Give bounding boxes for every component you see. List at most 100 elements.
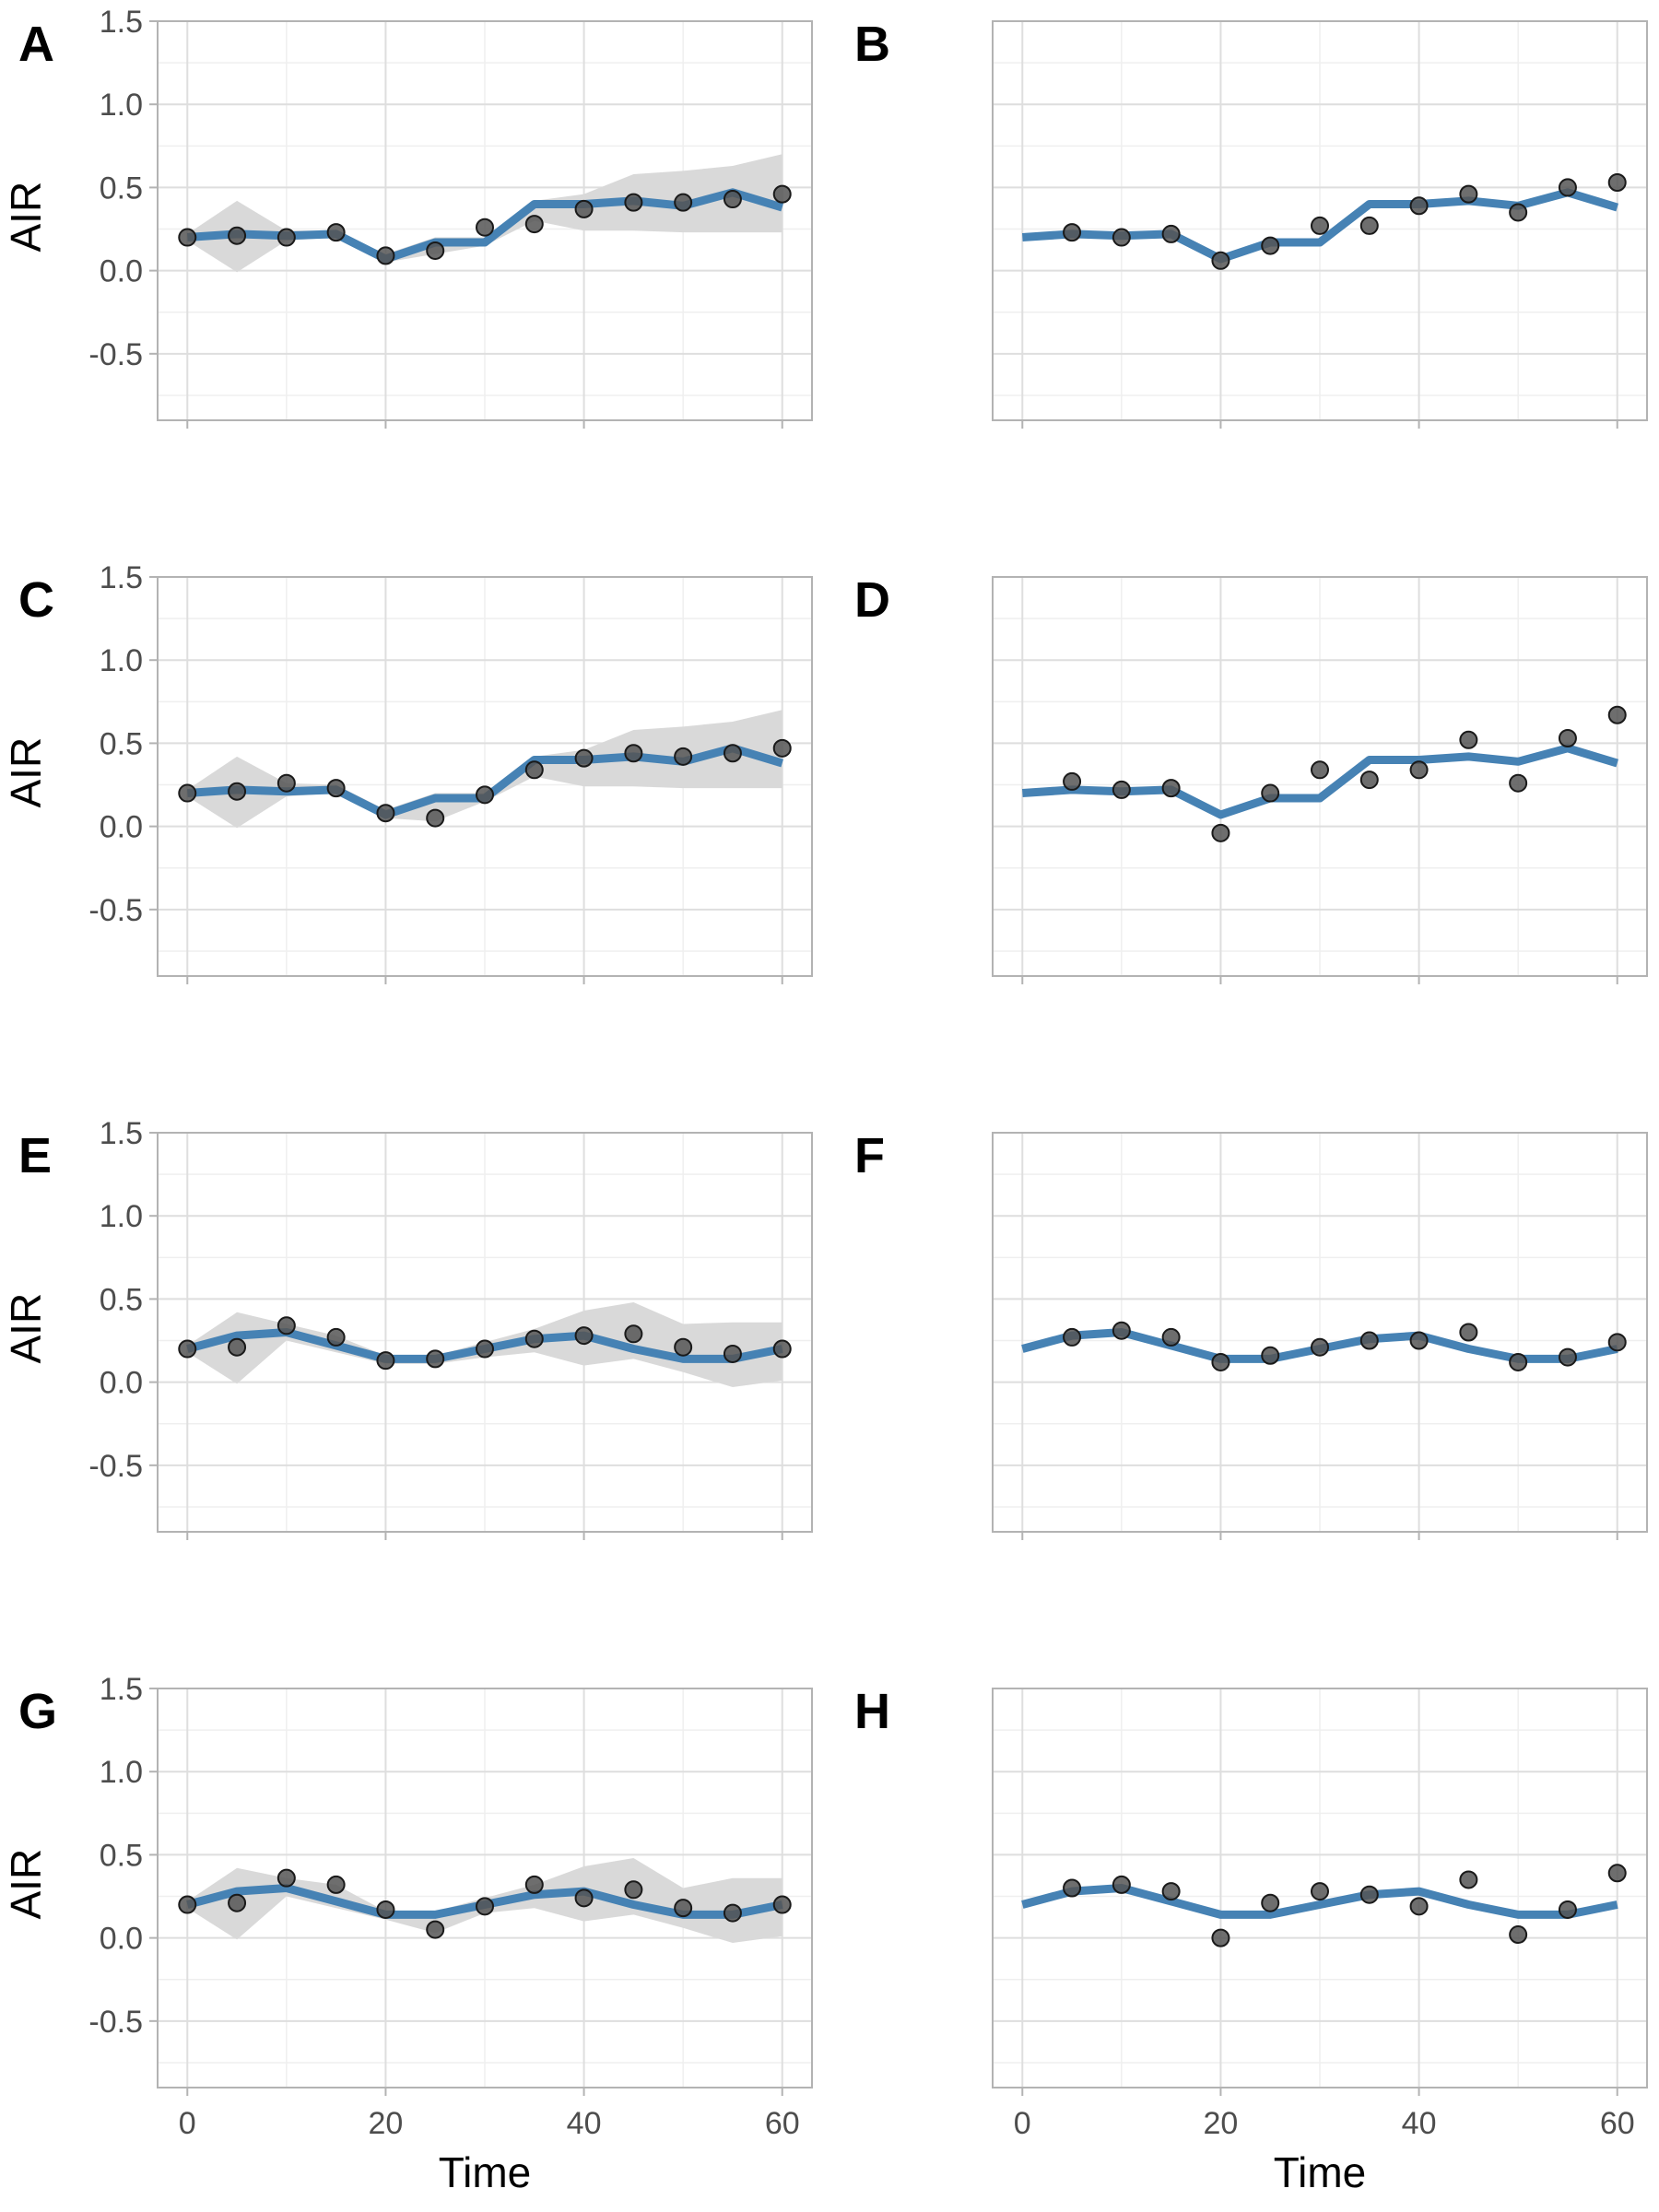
data-point — [1161, 1882, 1181, 1901]
data-point — [276, 773, 296, 793]
y-tick-label: 0.0 — [100, 254, 143, 289]
panel-h: H 0 20 40 60 Time — [854, 1684, 1648, 2196]
data-point — [574, 1888, 594, 1908]
y-tick-label: 1.5 — [100, 560, 143, 595]
data-point — [1409, 1331, 1429, 1350]
data-point — [624, 744, 643, 763]
panel-tag: E — [18, 1128, 52, 1183]
panel-tag: H — [854, 1684, 890, 1739]
data-point — [1063, 1878, 1082, 1898]
data-point — [723, 1344, 742, 1363]
confidence-ribbon — [187, 154, 782, 273]
data-point — [1359, 216, 1379, 235]
data-point — [1261, 1346, 1280, 1365]
data-point — [1558, 178, 1577, 197]
panel-border — [992, 20, 1648, 421]
panel-tag: C — [18, 572, 54, 628]
x-tick-label: 0 — [179, 2106, 196, 2141]
y-axis-title: AIR — [2, 737, 50, 808]
x-axis-title: Time — [1274, 2148, 1367, 2196]
data-point — [228, 1337, 247, 1357]
data-point — [524, 760, 544, 780]
data-point — [624, 193, 643, 212]
panel-c: -0.5 0.0 0.5 1.0 1.5 AIR C — [2, 560, 813, 984]
data-point — [276, 228, 296, 247]
data-point — [326, 223, 346, 242]
data-point — [574, 1326, 594, 1346]
data-point — [772, 1339, 792, 1359]
data-point — [1211, 823, 1230, 842]
y-tick-label: -0.5 — [88, 1449, 143, 1484]
panel-b: B — [854, 17, 1648, 429]
y-tick-label: -0.5 — [88, 2005, 143, 2040]
y-tick-label: 0.0 — [100, 1366, 143, 1401]
data-point — [228, 782, 247, 801]
data-point — [1112, 780, 1131, 799]
y-tick-label: 0.5 — [100, 1838, 143, 1873]
data-point — [476, 1897, 494, 1916]
panel-border — [157, 20, 813, 421]
data-point — [1112, 1321, 1131, 1340]
panel-tag: B — [854, 17, 890, 72]
data-point — [1161, 224, 1181, 243]
data-point — [1558, 1347, 1577, 1367]
x-axis-title: Time — [439, 2148, 532, 2196]
panel-tag: G — [18, 1684, 57, 1739]
data-point — [178, 783, 197, 803]
y-tick-label: 1.0 — [100, 88, 143, 123]
y-tick-label: 1.0 — [100, 643, 143, 678]
data-point — [1063, 771, 1082, 791]
y-tick-label: 0.0 — [100, 1922, 143, 1957]
data-point — [426, 1349, 445, 1369]
x-tick-label: 40 — [567, 2106, 602, 2141]
panel-border — [157, 576, 813, 977]
data-point — [228, 226, 247, 245]
data-point — [1459, 730, 1478, 749]
panel-d: D — [854, 572, 1648, 984]
data-point — [524, 215, 544, 234]
data-point — [1261, 1893, 1280, 1912]
data-point — [1409, 196, 1429, 216]
data-point — [772, 184, 792, 204]
x-tick-label: 60 — [1600, 2106, 1635, 2141]
data-point — [476, 1339, 494, 1359]
data-point — [276, 1868, 296, 1888]
y-tick-label: 0.5 — [100, 726, 143, 761]
data-point — [376, 1351, 395, 1371]
y-tick-label: 1.5 — [100, 1116, 143, 1151]
data-point — [1261, 783, 1280, 803]
data-point — [326, 1875, 346, 1894]
panel-tag: A — [18, 17, 54, 72]
data-point — [574, 748, 594, 768]
data-point — [1509, 773, 1528, 793]
panel-border — [992, 576, 1648, 977]
data-point — [178, 1339, 197, 1359]
data-point — [1607, 705, 1627, 724]
data-point — [326, 1327, 346, 1347]
data-point — [1211, 1928, 1230, 1947]
panel-e: -0.5 0.0 0.5 1.0 1.5 AIR E — [2, 1116, 813, 1540]
y-tick-label: 0.5 — [100, 1282, 143, 1317]
data-point — [1311, 216, 1329, 235]
confidence-ribbon — [187, 710, 782, 829]
data-point — [1211, 251, 1230, 270]
x-tick-label: 60 — [765, 2106, 800, 2141]
data-point — [426, 1920, 445, 1939]
data-point — [1409, 760, 1429, 780]
data-point — [1509, 1925, 1528, 1945]
data-point — [1211, 1352, 1230, 1371]
x-tick-label: 0 — [1014, 2106, 1031, 2141]
panel-border — [992, 1132, 1648, 1533]
x-tick-label: 40 — [1402, 2106, 1437, 2141]
data-point — [1558, 1900, 1577, 1919]
data-point — [1607, 1333, 1627, 1352]
y-tick-label: 1.5 — [100, 5, 143, 40]
data-point — [1112, 228, 1131, 247]
data-point — [1607, 1864, 1627, 1883]
data-point — [376, 1900, 395, 1919]
data-point — [178, 1895, 197, 1914]
data-point — [1558, 729, 1577, 748]
data-point — [723, 744, 742, 763]
data-point — [1161, 1327, 1181, 1347]
